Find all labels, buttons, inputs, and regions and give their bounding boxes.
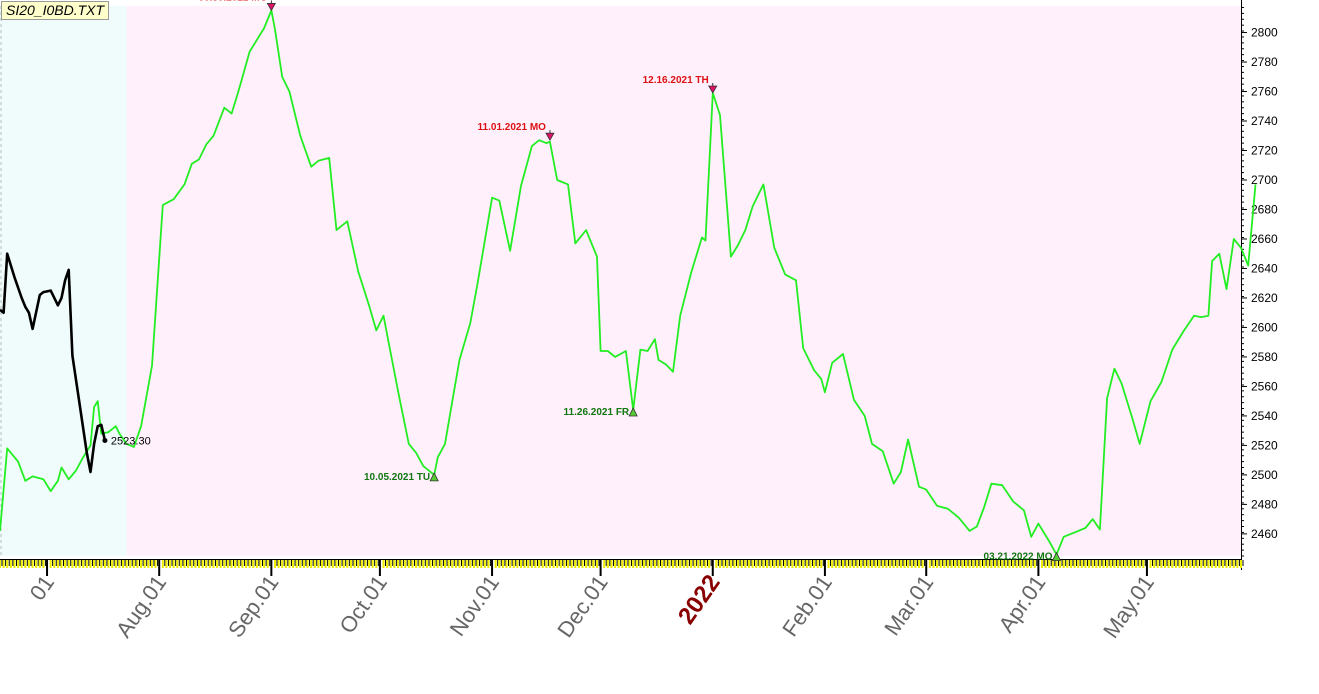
forecast-line: [0, 9, 1257, 556]
x-axis-month-label: Sep.01: [223, 571, 283, 642]
y-tick-label: 2780: [1251, 55, 1278, 69]
y-tick-label: 2720: [1251, 144, 1278, 158]
y-tick-label: 2480: [1251, 497, 1278, 511]
x-axis-month-label: 01: [25, 571, 60, 605]
x-axis-month-label: Mar.01: [879, 571, 938, 640]
x-axis-month-label: Feb.01: [777, 571, 837, 641]
actual-price-line: [0, 252, 107, 474]
bottom-marker-arrow: [1051, 551, 1062, 561]
forecast-region: [126, 6, 1241, 556]
bottom-marker-arrow: [628, 407, 638, 417]
y-tick-label: 2760: [1251, 85, 1278, 99]
y-tick-label: 2800: [1251, 26, 1278, 40]
last-value-label: 2523.30: [111, 436, 151, 448]
y-tick-label: 2520: [1251, 438, 1278, 452]
y-tick-label: 2640: [1251, 261, 1278, 275]
y-tick-label: 2680: [1251, 202, 1278, 216]
y-tick-label: 2660: [1251, 232, 1278, 246]
top-marker-arrow: [545, 132, 555, 141]
x-axis-month-label: Oct.01: [334, 571, 392, 638]
x-axis-month-label: May.01: [1098, 571, 1159, 643]
y-tick-label: 2580: [1251, 350, 1278, 364]
top-marker-label: 12.16.2021 TH: [643, 75, 709, 86]
x-axis-month-label: Apr.01: [994, 571, 1051, 637]
bottom-marker-label: 11.26.2021 FR: [564, 407, 630, 418]
y-tick-label: 2740: [1251, 114, 1278, 128]
y-tick-label: 2500: [1251, 468, 1278, 482]
x-axis-month-label: Aug.01: [111, 571, 171, 642]
x-axis-month-label: Dec.01: [552, 571, 612, 642]
bottom-marker-arrow: [429, 472, 439, 482]
history-region: [0, 6, 127, 556]
y-tick-label: 2460: [1251, 527, 1278, 541]
bottom-marker-label: 10.05.2021 TU: [364, 472, 430, 483]
x-axis-month-label: Nov.01: [445, 571, 505, 641]
y-tick-label: 2560: [1251, 379, 1278, 393]
y-tick-label: 2700: [1251, 173, 1278, 187]
last-value-dot: [102, 438, 108, 444]
x-axis-year-label: 2022: [673, 570, 726, 629]
bottom-marker-label: 03.21.2022 MO: [984, 552, 1053, 563]
y-tick-label: 2620: [1251, 291, 1278, 305]
y-tick-label: 2540: [1251, 409, 1278, 423]
top-marker-label: 08.30.2021 MO: [198, 0, 267, 3]
top-marker-arrow: [266, 3, 277, 12]
top-marker-label: 11.01.2021 MO: [478, 122, 547, 133]
file-name-label: SI20_I0BD.TXT: [1, 1, 110, 20]
top-marker-arrow: [708, 85, 718, 94]
y-tick-label: 2600: [1251, 320, 1278, 334]
